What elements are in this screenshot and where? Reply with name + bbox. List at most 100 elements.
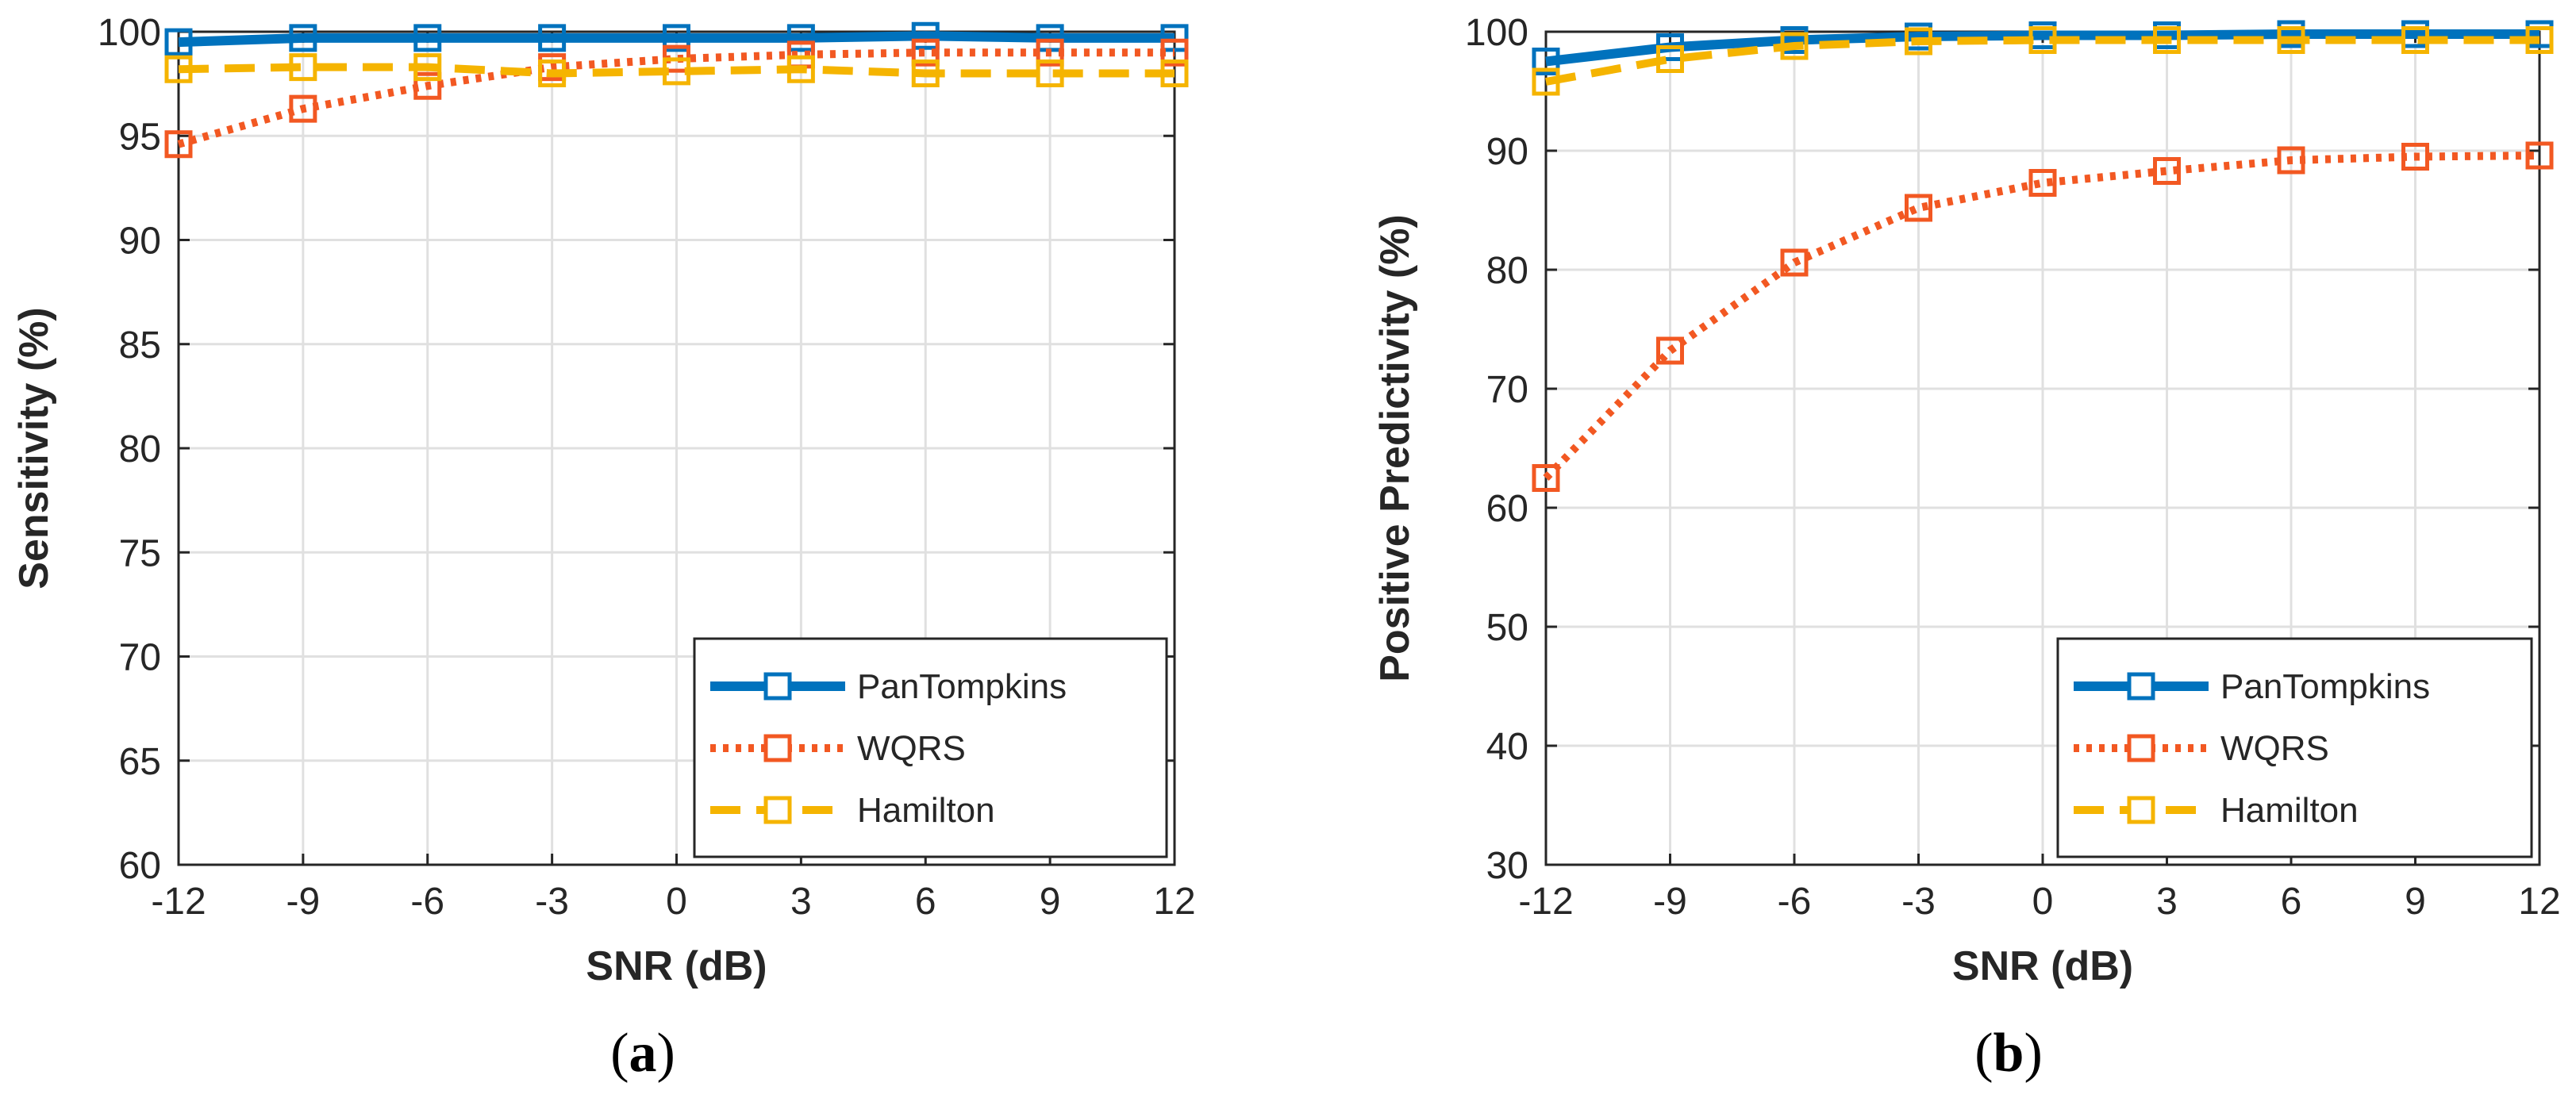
legend-label-hamilton: Hamilton — [857, 791, 995, 830]
y-tick-label: 70 — [1486, 369, 1528, 411]
legend-marker-pantompkins — [763, 672, 792, 701]
data-point-wqrs — [1780, 248, 1809, 277]
data-point-hamilton — [1656, 45, 1684, 73]
data-point-hamilton — [413, 53, 442, 82]
data-point-hamilton — [2153, 26, 2181, 54]
y-tick-label: 65 — [119, 741, 161, 783]
series-line-pantompkins — [178, 31, 1175, 48]
data-point-wqrs — [911, 38, 940, 67]
panel-caption-letter: b — [1994, 1023, 2024, 1084]
x-tick-label: 9 — [1040, 881, 1061, 923]
data-point-hamilton — [164, 55, 193, 83]
legend-marker-wqrs — [763, 734, 792, 762]
y-tick-label: 30 — [1486, 845, 1528, 887]
series-line-pantompkins — [1545, 29, 2539, 67]
data-point-wqrs — [2028, 169, 2057, 197]
series-line-hamilton — [1545, 36, 2539, 86]
y-tick-label: 40 — [1486, 726, 1528, 768]
legend: PanTompkins WQRS Hamilton — [2056, 637, 2533, 858]
x-tick-label: -6 — [410, 881, 444, 923]
data-point-hamilton — [663, 57, 690, 86]
data-point-pantompkins — [413, 24, 442, 52]
y-tick-label: 80 — [1486, 250, 1528, 292]
series-line-hamilton — [178, 63, 1175, 78]
x-tick-label: -3 — [1901, 881, 1936, 923]
y-tick-label: 80 — [119, 428, 161, 470]
data-point-hamilton — [1780, 32, 1809, 60]
x-tick-label: -9 — [286, 881, 321, 923]
data-point-wqrs — [1905, 194, 1932, 222]
x-tick-label: 12 — [2518, 881, 2560, 923]
data-point-wqrs — [2525, 141, 2554, 170]
data-point-hamilton — [2401, 26, 2429, 54]
data-point-hamilton — [2028, 26, 2057, 54]
data-point-hamilton — [1905, 27, 1932, 56]
y-axis-label: Sensitivity (%) — [11, 307, 57, 589]
y-tick-label: 100 — [98, 12, 161, 54]
panel-caption: (a) — [610, 1023, 675, 1084]
panel-caption: (b) — [1974, 1023, 2043, 1084]
data-point-wqrs — [2153, 157, 2181, 185]
data-point-wqrs — [1656, 336, 1684, 365]
panel-caption-letter: a — [629, 1023, 657, 1084]
data-point-hamilton — [911, 60, 940, 87]
y-tick-label: 70 — [119, 637, 161, 679]
y-tick-label: 85 — [119, 324, 161, 367]
data-point-hamilton — [1532, 67, 1560, 96]
chart-b: -12 -9 -6 -3 0 3 6 9 12 30 40 50 60 70 80 90 100 SNR (dB)… — [1372, 12, 2561, 1084]
data-point-pantompkins — [1532, 48, 1560, 75]
y-axis-label: Positive Predictivity (%) — [1372, 214, 1418, 682]
y-tick-label: 60 — [1486, 488, 1528, 530]
x-tick-label: 0 — [666, 881, 687, 923]
y-tick-label: 95 — [119, 116, 161, 158]
x-tick-label: 9 — [2405, 881, 2426, 923]
x-tick-label: -9 — [1653, 881, 1687, 923]
data-point-wqrs — [413, 71, 442, 100]
data-point-hamilton — [2277, 26, 2305, 54]
data-point-hamilton — [2525, 26, 2554, 54]
legend-label-hamilton: Hamilton — [2220, 791, 2359, 830]
data-point-pantompkins — [289, 24, 317, 52]
chart-a: -12 -9 -6 -3 0 3 6 9 12 60 65 70 75 80 85 90 95 100 SNR (d… — [11, 12, 1196, 1084]
legend-label-wqrs: WQRS — [857, 729, 966, 768]
legend-label-pantompkins: PanTompkins — [857, 667, 1067, 706]
x-tick-label: 6 — [915, 881, 936, 923]
legend-label-wqrs: WQRS — [2220, 729, 2329, 768]
data-point-wqrs — [2277, 146, 2305, 175]
x-tick-label: -3 — [535, 881, 569, 923]
x-tick-label: 12 — [1153, 881, 1195, 923]
y-tick-label: 90 — [1486, 131, 1528, 173]
data-point-hamilton — [1160, 60, 1189, 87]
y-tick-label: 50 — [1486, 607, 1528, 649]
data-point-wqrs — [1036, 38, 1064, 67]
legend-marker-hamilton — [763, 796, 792, 824]
x-tick-label: -12 — [1518, 881, 1573, 923]
data-point-pantompkins — [663, 24, 690, 52]
y-tick-label: 60 — [119, 845, 161, 887]
data-point-pantompkins — [786, 24, 815, 52]
y-tick-label: 75 — [119, 532, 161, 574]
x-tick-label: 3 — [2156, 881, 2178, 923]
data-point-hamilton — [538, 60, 567, 87]
data-point-hamilton — [289, 53, 317, 82]
series-line-wqrs — [1543, 152, 2540, 481]
x-tick-label: 0 — [2032, 881, 2054, 923]
x-axis-label: SNR (dB) — [586, 943, 767, 989]
data-point-wqrs — [289, 94, 317, 123]
x-tick-label: 6 — [2281, 881, 2302, 923]
data-point-pantompkins — [164, 28, 193, 56]
series-line-wqrs — [177, 48, 1175, 148]
legend-marker-pantompkins — [2127, 672, 2155, 701]
y-tick-label: 100 — [1465, 12, 1528, 54]
legend-label-pantompkins: PanTompkins — [2220, 667, 2430, 706]
x-tick-label: -6 — [1778, 881, 1812, 923]
x-tick-label: 3 — [790, 881, 812, 923]
legend: PanTompkins WQRS Hamilton — [693, 637, 1168, 858]
y-tick-label: 90 — [119, 221, 161, 263]
legend-marker-wqrs — [2127, 734, 2155, 762]
data-point-wqrs — [164, 130, 193, 159]
data-point-wqrs — [1532, 464, 1560, 492]
x-tick-label: -12 — [151, 881, 206, 923]
legend-marker-hamilton — [2127, 796, 2155, 824]
data-point-pantompkins — [538, 24, 567, 52]
